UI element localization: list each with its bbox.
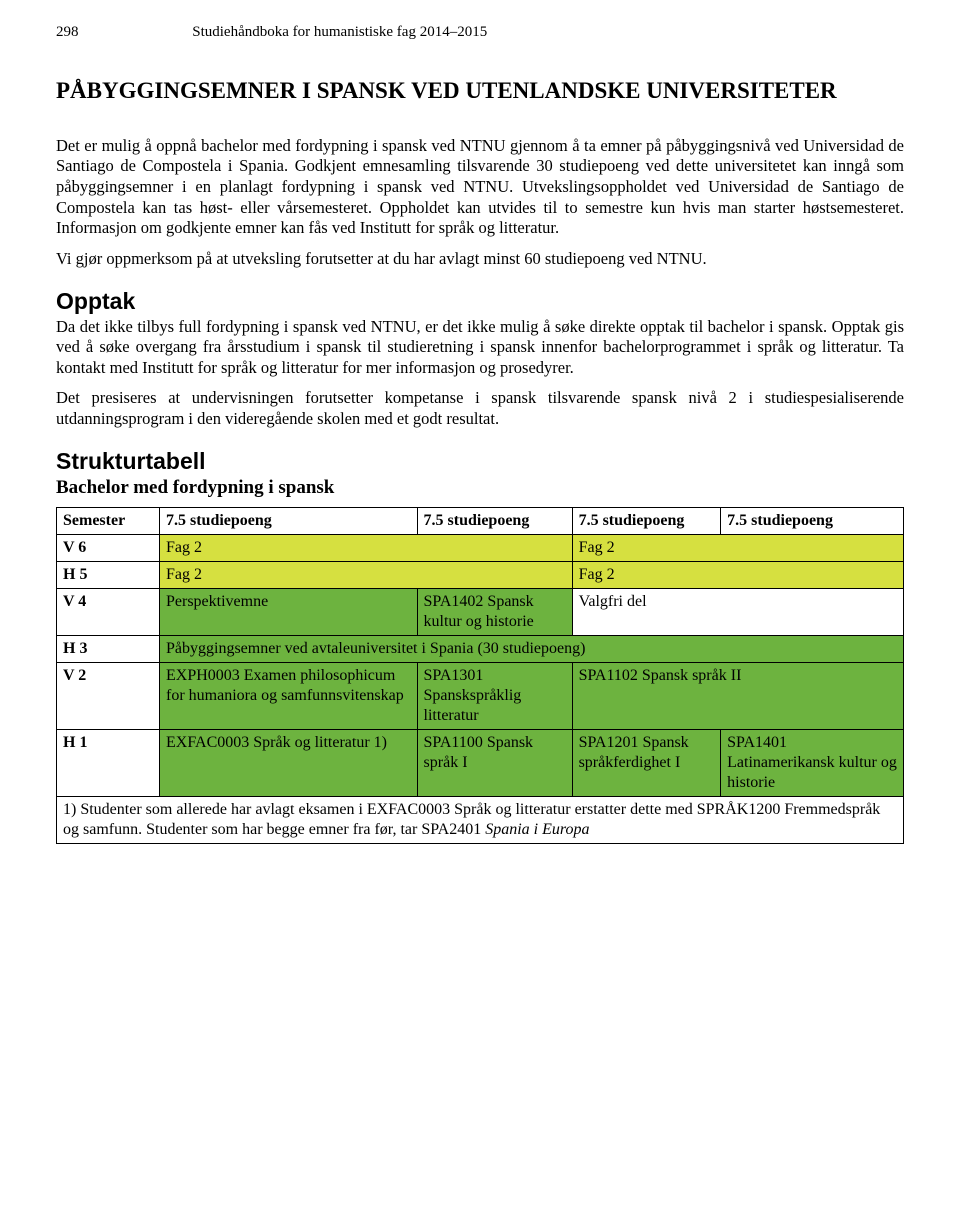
intro-paragraph-2: Vi gjør oppmerksom på at utveksling foru…	[56, 249, 904, 270]
cell-exfac0003: EXFAC0003 Språk og litteratur 1)	[160, 729, 418, 796]
cell-sem: H 3	[57, 635, 160, 662]
row-h3: H 3 Påbyggingsemner ved avtaleuniversite…	[57, 635, 904, 662]
cell-spa1301: SPA1301 Spanskspråklig litteratur	[417, 662, 572, 729]
opptak-heading: Opptak	[56, 288, 904, 315]
page: 298 Studiehåndboka for humanistiske fag …	[0, 0, 960, 884]
cell-pabygging: Påbyggingsemner ved avtaleuniversitet i …	[160, 635, 904, 662]
cell-fag2: Fag 2	[160, 561, 573, 588]
cell-fag2: Fag 2	[572, 561, 903, 588]
table-footnote: 1) Studenter som allerede har avlagt eks…	[56, 797, 904, 844]
page-number: 298	[56, 24, 79, 41]
col-sp-1: 7.5 studiepoeng	[160, 507, 418, 534]
opptak-paragraph-1: Da det ikke tilbys full fordypning i spa…	[56, 317, 904, 379]
opptak-paragraph-2: Det presiseres at undervisningen forutse…	[56, 388, 904, 429]
cell-exph0003: EXPH0003 Examen philosophicum for humani…	[160, 662, 418, 729]
col-sp-4: 7.5 studiepoeng	[721, 507, 904, 534]
footnote-italic: Spania i Europa	[485, 821, 589, 838]
struktur-heading: Strukturtabell	[56, 448, 904, 475]
cell-sem: H 5	[57, 561, 160, 588]
cell-spa1201: SPA1201 Spansk språkferdighet I	[572, 729, 721, 796]
cell-spa1102: SPA1102 Spansk språk II	[572, 662, 903, 729]
cell-sem: V 2	[57, 662, 160, 729]
col-sp-3: 7.5 studiepoeng	[572, 507, 721, 534]
footnote-text: 1) Studenter som allerede har avlagt eks…	[63, 801, 880, 838]
row-v6: V 6 Fag 2 Fag 2	[57, 534, 904, 561]
col-sp-2: 7.5 studiepoeng	[417, 507, 572, 534]
cell-spa1401: SPA1401 Latinamerikansk kultur og histor…	[721, 729, 904, 796]
intro-paragraph-1: Det er mulig å oppnå bachelor med fordyp…	[56, 136, 904, 239]
row-h1: H 1 EXFAC0003 Språk og litteratur 1) SPA…	[57, 729, 904, 796]
book-title: Studiehåndboka for humanistiske fag 2014…	[192, 24, 487, 41]
cell-sem: V 4	[57, 588, 160, 635]
page-header: 298 Studiehåndboka for humanistiske fag …	[56, 24, 904, 41]
cell-fag2: Fag 2	[160, 534, 573, 561]
row-v2: V 2 EXPH0003 Examen philosophicum for hu…	[57, 662, 904, 729]
page-title: PÅBYGGINGSEMNER I SPANSK VED UTENLANDSKE…	[56, 77, 904, 106]
cell-sem: V 6	[57, 534, 160, 561]
struktur-subheading: Bachelor med fordypning i spansk	[56, 477, 904, 499]
cell-valgfri: Valgfri del	[572, 588, 903, 635]
col-semester: Semester	[57, 507, 160, 534]
cell-spa1100: SPA1100 Spansk språk I	[417, 729, 572, 796]
cell-sem: H 1	[57, 729, 160, 796]
row-v4: V 4 Perspektivemne SPA1402 Spansk kultur…	[57, 588, 904, 635]
struktur-table: Semester 7.5 studiepoeng 7.5 studiepoeng…	[56, 507, 904, 797]
cell-spa1402: SPA1402 Spansk kultur og historie	[417, 588, 572, 635]
cell-fag2: Fag 2	[572, 534, 903, 561]
row-h5: H 5 Fag 2 Fag 2	[57, 561, 904, 588]
cell-perspektiv: Perspektivemne	[160, 588, 418, 635]
table-header-row: Semester 7.5 studiepoeng 7.5 studiepoeng…	[57, 507, 904, 534]
